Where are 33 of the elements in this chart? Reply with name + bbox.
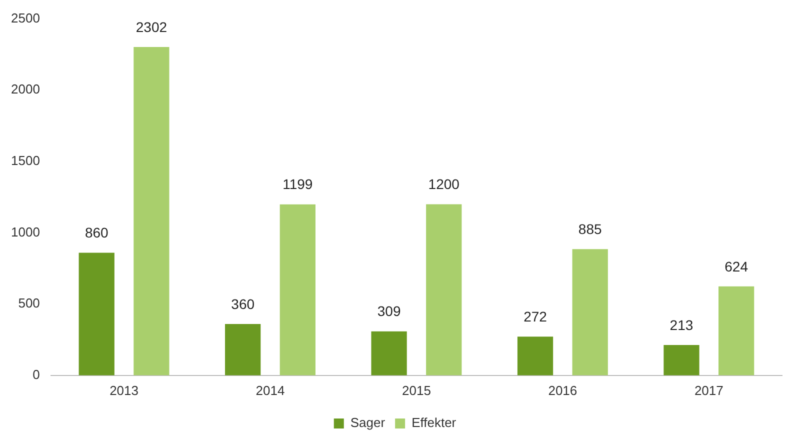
data-label: 309	[377, 303, 401, 320]
y-tick-label: 1500	[11, 153, 40, 168]
bar	[280, 204, 316, 376]
data-label: 860	[84, 224, 109, 241]
y-tick-label: 500	[18, 296, 40, 311]
data-label: 624	[724, 258, 748, 274]
data-label: 1200	[428, 176, 460, 192]
y-tick-label: 2000	[11, 82, 40, 97]
y-tick-label: 1000	[11, 224, 40, 240]
legend-label: Effekter	[412, 415, 457, 430]
bar	[664, 345, 700, 376]
data-label: 2302	[136, 18, 168, 35]
data-label: 360	[231, 296, 255, 312]
data-label: 272	[524, 308, 548, 324]
x-tick-label: 2017	[694, 382, 724, 398]
x-tick-label: 2014	[256, 382, 285, 398]
legend-label: Sager	[350, 415, 386, 430]
bar	[371, 331, 407, 376]
bar	[225, 324, 261, 376]
y-tick-label: 2500	[11, 10, 40, 26]
bar	[517, 336, 554, 376]
data-label: 213	[670, 316, 694, 333]
bar	[572, 249, 608, 376]
bar	[134, 47, 170, 376]
x-tick-label: 2013	[110, 382, 138, 398]
data-label: 885	[578, 221, 602, 238]
x-tick-label: 2016	[548, 382, 578, 398]
bar	[426, 204, 462, 376]
data-label: 1199	[282, 176, 313, 192]
bar	[718, 286, 754, 376]
bar	[78, 252, 114, 376]
x-tick-label: 2015	[402, 382, 431, 398]
y-tick-label: 0	[32, 366, 40, 382]
